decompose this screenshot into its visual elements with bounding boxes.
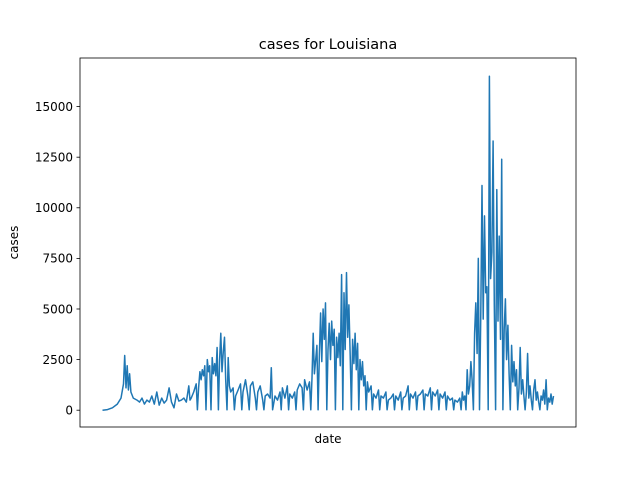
y-tick-label: 2500 <box>42 353 73 367</box>
y-tick-label: 15000 <box>35 100 73 114</box>
y-axis-title: cases <box>7 226 21 260</box>
x-axis-title: date <box>314 432 341 446</box>
y-axis-ticks: 0 2500 5000 7500 10000 12500 15000 <box>35 100 80 417</box>
chart-title: cases for Louisiana <box>259 37 398 53</box>
y-tick-label: 7500 <box>42 252 73 266</box>
series-layer <box>102 75 555 411</box>
y-tick-label: 0 <box>65 403 73 417</box>
y-tick-label: 12500 <box>35 150 73 164</box>
plot-frame <box>79 57 577 428</box>
series-line <box>102 75 555 411</box>
y-tick-label: 10000 <box>35 201 73 215</box>
y-tick-label: 5000 <box>42 302 73 316</box>
